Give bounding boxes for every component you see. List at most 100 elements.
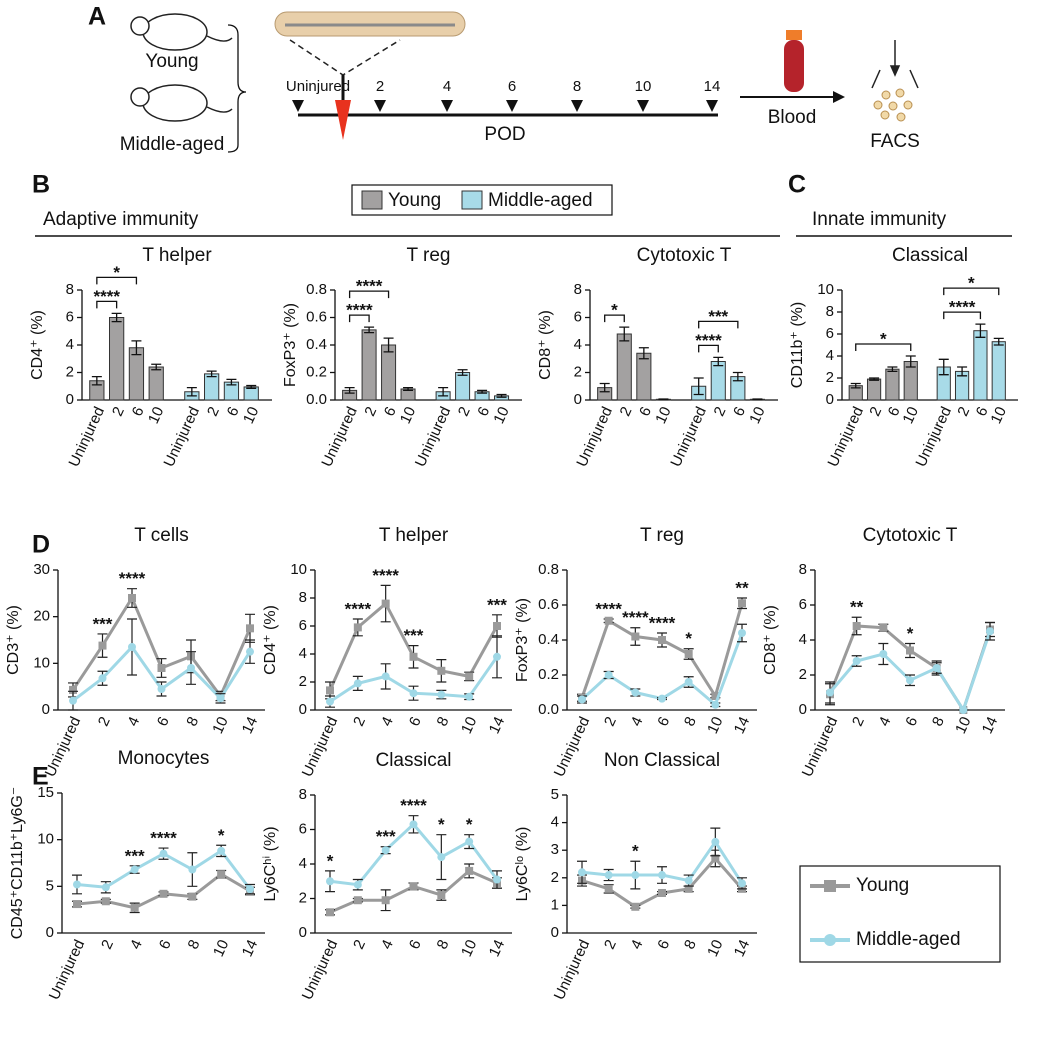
group-label: Young — [145, 51, 198, 72]
error-bar — [344, 386, 355, 394]
x-tick-label: 10 — [704, 714, 726, 736]
point — [906, 646, 914, 655]
y-tick-label: 8 — [826, 303, 834, 320]
y-tick-label: 6 — [66, 308, 74, 325]
point — [711, 854, 720, 863]
point — [216, 694, 225, 703]
legend: Young Middle-aged — [799, 865, 1001, 963]
significance-label: * — [113, 263, 120, 282]
y-tick-label: 0.2 — [306, 363, 327, 380]
x-tick-label: 6 — [406, 714, 425, 729]
point — [128, 643, 136, 651]
x-tick-label: 10 — [652, 404, 674, 426]
error-bar — [403, 386, 414, 392]
y-axis-label: CD11b⁺ (%) — [789, 302, 806, 388]
y-tick-label: 0 — [574, 391, 582, 408]
error-bar — [975, 323, 986, 338]
y-tick-label: 4 — [826, 347, 834, 364]
bar — [885, 368, 900, 401]
point — [101, 897, 110, 906]
point — [738, 879, 746, 888]
y-tick-label: 0 — [46, 924, 54, 941]
error-bar — [693, 377, 704, 396]
x-tick-label: 4 — [628, 714, 647, 729]
point — [409, 652, 418, 661]
y-axis-label: FoxP3⁺ (%) — [514, 598, 531, 682]
error-bar — [457, 369, 468, 376]
panel-label: A — [88, 3, 106, 31]
x-tick-label: 4 — [378, 714, 397, 729]
point — [631, 871, 640, 880]
chart-title: Monocytes — [118, 748, 210, 769]
x-tick-label: 14 — [486, 937, 508, 959]
y-tick-label: 6 — [299, 820, 307, 837]
significance-bracket — [348, 290, 390, 299]
x-tick-label: 4 — [124, 714, 143, 729]
point — [381, 599, 390, 608]
x-tick-label: 2 — [109, 404, 128, 419]
point — [465, 692, 474, 701]
x-tick-label: 2 — [98, 937, 117, 952]
x-tick-label: 4 — [628, 937, 647, 952]
brace — [227, 24, 247, 153]
error-bar — [619, 326, 630, 342]
significance-label: **** — [649, 613, 676, 632]
x-tick-label: 2 — [711, 404, 730, 419]
significance-label: **** — [695, 331, 722, 350]
significance-label: **** — [400, 796, 427, 815]
x-tick-label: 8 — [929, 714, 948, 729]
x-tick-label: Uninjured — [667, 404, 710, 469]
x-tick-label: 6 — [406, 937, 425, 952]
point — [932, 664, 941, 672]
y-tick-label: 10 — [33, 654, 50, 671]
y-tick-label: 5 — [551, 786, 559, 803]
error-bar — [713, 356, 724, 367]
point — [684, 650, 693, 658]
error-bar — [226, 378, 237, 386]
facs-icon — [871, 40, 919, 122]
error-bar — [869, 377, 880, 381]
error-bar — [850, 382, 861, 389]
x-tick-label: 2 — [866, 404, 885, 419]
point — [684, 884, 693, 893]
x-tick-label: 10 — [704, 937, 726, 959]
significance-label: **** — [119, 569, 146, 588]
section-title: Innate immunity — [812, 209, 947, 230]
x-tick-label: 2 — [954, 404, 973, 419]
x-tick-label: 10 — [458, 937, 480, 959]
timepoint-marker — [637, 100, 649, 112]
x-tick-label: 14 — [979, 714, 1001, 736]
point — [326, 908, 334, 917]
x-tick-label: 8 — [183, 714, 202, 729]
y-tick-label: 6 — [799, 596, 807, 613]
significance-label: **** — [346, 301, 373, 320]
significance-label: **** — [949, 298, 976, 317]
y-axis-label: CD4⁺ (%) — [29, 310, 46, 380]
y-axis-label: CD8⁺ (%) — [762, 605, 779, 675]
point — [69, 696, 77, 705]
y-tick-label: 0.6 — [306, 308, 327, 325]
bar — [204, 373, 220, 401]
significance-bracket — [348, 314, 370, 323]
group-label: Middle-aged — [120, 134, 225, 155]
x-tick-label: 2 — [601, 937, 620, 952]
point — [493, 622, 501, 630]
y-axis-label: CD8⁺ (%) — [537, 310, 554, 380]
point — [246, 885, 254, 894]
significance-bracket — [604, 314, 625, 323]
chart: Monocytes CD45⁺CD11b⁺Ly6G⁻ 0 5 10 15 Uninjured… — [9, 748, 265, 1003]
point — [381, 672, 390, 681]
series-line — [329, 869, 498, 914]
timepoint-label: 8 — [573, 78, 581, 95]
y-tick-label: 0 — [799, 701, 807, 718]
x-tick-label: 6 — [654, 937, 673, 952]
y-tick-label: 0 — [299, 924, 307, 941]
x-tick-label: 6 — [156, 937, 175, 952]
x-tick-label: Uninjured — [551, 937, 594, 1002]
y-tick-label: 0.8 — [538, 561, 559, 578]
significance-label: *** — [404, 626, 424, 645]
blood-tube — [784, 30, 804, 92]
point — [130, 865, 139, 874]
